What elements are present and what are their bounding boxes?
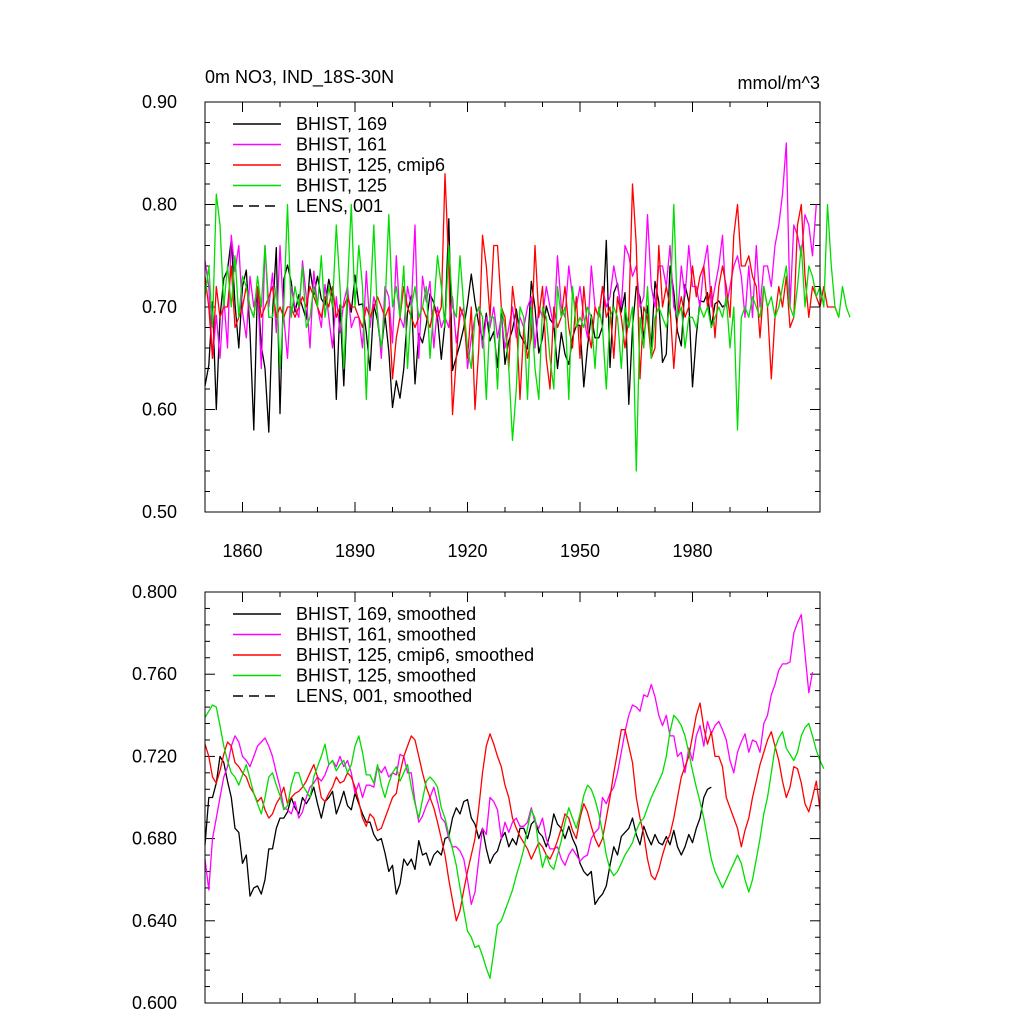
top-series: [204, 142, 851, 472]
x-tick-label: 1950: [560, 541, 600, 561]
legend-label-3: BHIST, 125: [296, 176, 387, 196]
y-tick-label: 0.760: [132, 664, 177, 684]
series-line-3: [204, 193, 851, 472]
y-tick-label: 0.800: [132, 582, 177, 602]
y-tick-label: 0.50: [142, 502, 177, 522]
y-tick-label: 0.600: [132, 993, 177, 1013]
series-line-3: [204, 704, 825, 979]
legend-label-3: BHIST, 125, smoothed: [296, 666, 476, 686]
bottom-series: [204, 613, 825, 979]
x-tick-label: 1920: [447, 541, 487, 561]
x-tick-label: 1890: [335, 541, 375, 561]
y-tick-label: 0.60: [142, 400, 177, 420]
y-tick-label: 0.720: [132, 746, 177, 766]
legend-label-2: BHIST, 125, cmip6, smoothed: [296, 645, 534, 665]
series-line-2: [204, 173, 840, 416]
y-tick-label: 0.70: [142, 297, 177, 317]
bottom-plot-frame: [204, 591, 821, 1004]
legend-label-1: BHIST, 161: [296, 135, 387, 155]
legend-label-1: BHIST, 161, smoothed: [296, 625, 476, 645]
top-units: mmol/m^3: [738, 73, 820, 93]
legend-label-2: BHIST, 125, cmip6: [296, 155, 445, 175]
top-axis-ticks: 0.50 0.60 0.70 0.80 0.90 1860 1890 1920 1950 1980: [142, 92, 820, 561]
legend-label-0: BHIST, 169: [296, 114, 387, 134]
bottom-panel: 0.600 0.640 0.680 0.720 0.760 0.800 BHIST, 16…: [132, 582, 825, 1013]
y-tick-label: 0.640: [132, 911, 177, 931]
y-tick-label: 0.680: [132, 829, 177, 849]
legend-label-4: LENS, 001: [296, 196, 383, 216]
top-plot-frame: [204, 101, 821, 513]
series-line-0: [204, 755, 712, 906]
series-line-2: [204, 702, 821, 922]
legend-label-4: LENS, 001, smoothed: [296, 686, 472, 706]
legend-label-0: BHIST, 169, smoothed: [296, 604, 476, 624]
y-tick-label: 0.80: [142, 195, 177, 215]
top-panel: 0m NO3, IND_18S-30N mmol/m^3 0.50 0.60 0.7…: [142, 67, 851, 561]
bottom-axis-ticks: 0.600 0.640 0.680 0.720 0.760 0.800: [132, 582, 820, 1013]
y-tick-label: 0.90: [142, 92, 177, 112]
top-title: 0m NO3, IND_18S-30N: [205, 67, 394, 88]
x-tick-label: 1980: [672, 541, 712, 561]
x-tick-label: 1860: [222, 541, 262, 561]
